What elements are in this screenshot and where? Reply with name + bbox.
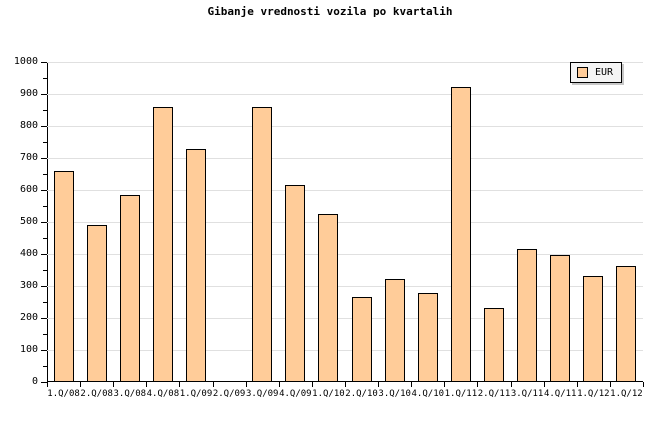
x-axis-tick bbox=[47, 382, 48, 387]
y-axis-minor-tick bbox=[43, 270, 47, 271]
x-axis-label: 1.Q/08 bbox=[47, 389, 80, 399]
x-axis-label: 1.Q/09 bbox=[179, 389, 213, 399]
x-axis-label: 4.Q/09 bbox=[279, 389, 312, 399]
x-axis-tick bbox=[278, 382, 280, 387]
x-axis-tick bbox=[510, 382, 512, 387]
y-axis-minor-tick bbox=[43, 206, 47, 207]
bar[interactable] bbox=[119, 195, 140, 382]
x-axis-tick bbox=[444, 382, 446, 387]
x-axis-label: 4.Q/08 bbox=[146, 389, 180, 399]
bar[interactable] bbox=[450, 86, 471, 382]
y-axis-label: 700 bbox=[19, 152, 38, 163]
x-axis-label: 1.Q/12 bbox=[610, 389, 643, 399]
x-axis-tick bbox=[477, 382, 479, 387]
x-axis-tick bbox=[179, 382, 181, 387]
y-axis-tick bbox=[41, 158, 47, 159]
x-axis-tick bbox=[609, 382, 611, 387]
bar[interactable] bbox=[517, 248, 538, 382]
x-axis-label: 3.Q/11 bbox=[510, 389, 544, 399]
y-axis-minor-tick bbox=[43, 110, 47, 111]
y-axis-label: 300 bbox=[19, 280, 38, 291]
bar[interactable] bbox=[484, 308, 504, 382]
y-axis-minor-tick bbox=[43, 238, 47, 239]
legend-swatch-eur bbox=[577, 67, 588, 78]
x-axis-tick bbox=[80, 382, 82, 387]
x-axis-label: 2.Q/09 bbox=[212, 389, 246, 399]
x-axis-label: 3.Q/08 bbox=[113, 389, 147, 399]
bar[interactable] bbox=[152, 106, 173, 382]
x-axis-tick bbox=[576, 382, 578, 387]
bar[interactable] bbox=[417, 293, 438, 382]
bar[interactable] bbox=[583, 276, 604, 382]
bar[interactable] bbox=[186, 149, 206, 382]
x-axis-label: 1.Q/10 bbox=[312, 389, 345, 399]
y-axis-tick bbox=[41, 94, 47, 95]
legend-label-eur: EUR bbox=[595, 67, 614, 78]
chart-title: Gibanje vrednosti vozila po kvartalih bbox=[207, 5, 453, 18]
y-axis-label: 0 bbox=[31, 376, 38, 387]
y-axis-label: 800 bbox=[19, 120, 38, 131]
y-axis-minor-tick bbox=[43, 366, 47, 367]
y-axis-label: 500 bbox=[19, 216, 38, 227]
x-axis-tick bbox=[212, 382, 214, 387]
bar[interactable] bbox=[86, 225, 107, 382]
y-axis-tick bbox=[41, 126, 47, 127]
y-axis-tick bbox=[41, 222, 47, 223]
x-axis-tick bbox=[378, 382, 380, 387]
chart-legend[interactable]: EUR bbox=[570, 62, 623, 83]
y-axis-label: 100 bbox=[19, 344, 38, 355]
y-axis-label: 900 bbox=[19, 88, 38, 99]
x-axis-tick bbox=[543, 382, 545, 387]
bar[interactable] bbox=[285, 184, 306, 382]
bar[interactable] bbox=[53, 170, 74, 382]
x-axis-tick bbox=[311, 382, 313, 387]
bar-series-eur bbox=[47, 62, 643, 382]
y-axis-tick bbox=[41, 254, 47, 255]
bar[interactable] bbox=[616, 266, 637, 382]
x-axis-tick bbox=[113, 382, 115, 387]
bar[interactable] bbox=[351, 297, 372, 382]
bar[interactable] bbox=[252, 106, 273, 382]
y-axis-tick bbox=[41, 350, 47, 351]
y-axis-label: 1000 bbox=[13, 56, 38, 67]
y-axis-tick bbox=[41, 190, 47, 191]
y-axis-label: 600 bbox=[19, 184, 38, 195]
x-axis-tick bbox=[245, 382, 247, 387]
y-axis-minor-tick bbox=[43, 334, 47, 335]
x-axis-label: 3.Q/10 bbox=[378, 389, 411, 399]
x-axis-label: 2.Q/11 bbox=[477, 389, 511, 399]
y-axis-minor-tick bbox=[43, 142, 47, 143]
y-axis-label: 200 bbox=[19, 312, 38, 323]
x-axis-tick bbox=[146, 382, 148, 387]
x-axis-label: 4.Q/10 bbox=[411, 389, 445, 399]
bar[interactable] bbox=[384, 278, 405, 382]
x-axis-label: 2.Q/10 bbox=[345, 389, 378, 399]
y-axis-minor-tick bbox=[43, 174, 47, 175]
x-axis-tick bbox=[345, 382, 346, 387]
y-axis-tick bbox=[41, 62, 47, 63]
x-axis-label: 2.Q/08 bbox=[80, 389, 113, 399]
x-axis-label: 4.Q/11 bbox=[543, 389, 577, 399]
y-axis-tick bbox=[41, 286, 47, 287]
y-axis-tick bbox=[41, 318, 47, 319]
x-axis-tick bbox=[411, 382, 413, 387]
y-axis-minor-tick bbox=[43, 78, 47, 79]
y-axis-label: 400 bbox=[19, 248, 38, 259]
x-axis-tick bbox=[643, 382, 644, 387]
y-axis-minor-tick bbox=[43, 302, 47, 303]
y-axis-tick bbox=[41, 382, 47, 383]
x-axis-label: 1.Q/11 bbox=[444, 389, 478, 399]
bar[interactable] bbox=[550, 255, 571, 382]
bar[interactable] bbox=[318, 214, 339, 382]
x-axis-label: 3.Q/09 bbox=[245, 389, 279, 399]
x-axis-label: 1.Q/12 bbox=[577, 389, 610, 399]
